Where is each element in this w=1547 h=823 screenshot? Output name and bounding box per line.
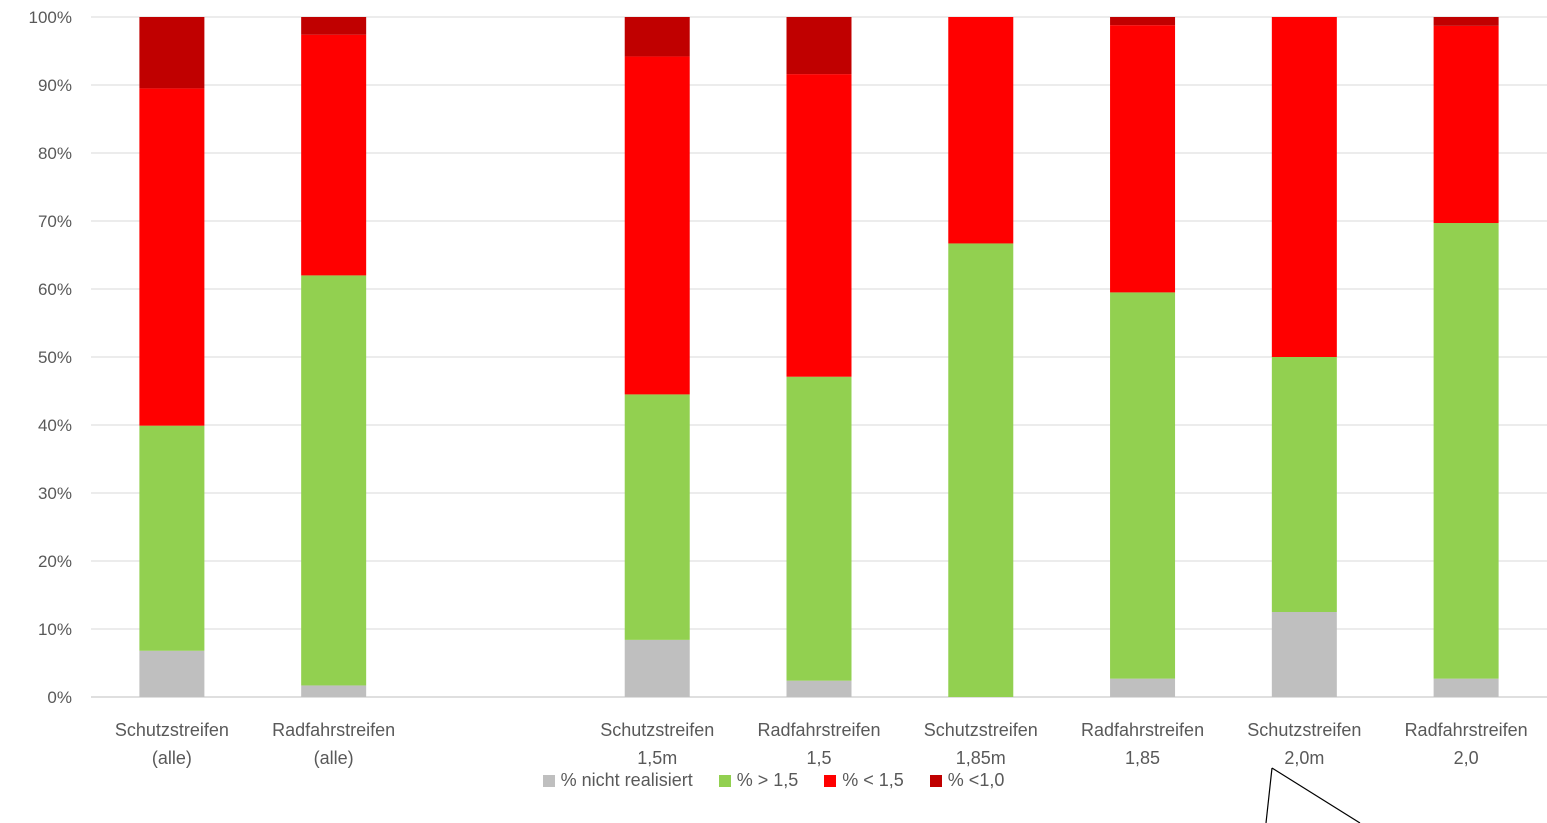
bar-segment [1110, 678, 1176, 697]
legend-label: % <1,0 [947, 770, 1005, 790]
x-tick-label: (alle) [152, 748, 192, 768]
x-tick-label: Schutzstreifen [924, 720, 1038, 740]
bar-segment [786, 74, 852, 377]
bar-segment [1110, 292, 1176, 679]
bar-segment [1271, 17, 1337, 357]
x-tick-label: Radfahrstreifen [272, 720, 395, 740]
bar-segment [301, 34, 367, 276]
bar-segment [301, 685, 367, 697]
legend-item: % <1,0 [929, 770, 1005, 791]
bar-segment [1110, 25, 1176, 293]
x-tick-label: 2,0m [1284, 748, 1324, 768]
x-tick-label: Schutzstreifen [115, 720, 229, 740]
legend-swatch [718, 774, 731, 787]
bar-segment [139, 17, 205, 89]
x-tick-label: Radfahrstreifen [1081, 720, 1204, 740]
x-tick-label: 1,5 [806, 748, 831, 768]
x-tick-label: Schutzstreifen [1247, 720, 1361, 740]
x-tick-label: Radfahrstreifen [1405, 720, 1528, 740]
y-tick-label: 10% [38, 620, 72, 639]
x-tick-label: Radfahrstreifen [757, 720, 880, 740]
y-tick-label: 50% [38, 348, 72, 367]
x-tick-label: 1,85 [1125, 748, 1160, 768]
bar-segment [1271, 357, 1337, 612]
y-axis: 0% 10% 20% 30% 40% 50% 60% 70% 80% 90% 100% [29, 8, 72, 707]
y-tick-label: 40% [38, 416, 72, 435]
legend-item: % > 1,5 [718, 770, 799, 791]
bar-segment [624, 17, 690, 57]
legend-swatch [929, 774, 942, 787]
y-tick-label: 60% [38, 280, 72, 299]
annotation-lines [1265, 767, 1361, 823]
bar-segment [139, 650, 205, 697]
x-tick-label: 2,0 [1454, 748, 1479, 768]
bar-segment [948, 243, 1014, 697]
y-tick-label: 100% [29, 8, 72, 27]
bar-segment [1271, 612, 1337, 697]
x-tick-label: Schutzstreifen [600, 720, 714, 740]
bar-segment [1433, 223, 1499, 679]
legend-item: % nicht realisiert [542, 770, 693, 791]
bar-segment [624, 394, 690, 640]
bar-segment [139, 88, 205, 426]
bar-segment [786, 17, 852, 75]
bar-segment [1433, 17, 1499, 26]
y-tick-label: 20% [38, 552, 72, 571]
bar-segment [624, 56, 690, 395]
bar-segment [301, 17, 367, 35]
legend-label: % > 1,5 [736, 770, 799, 790]
bar-segment [1433, 678, 1499, 697]
bar-segment [1433, 25, 1499, 224]
bar-segment [786, 376, 852, 681]
bar-segment [624, 639, 690, 697]
y-tick-label: 80% [38, 144, 72, 163]
legend-swatch [824, 774, 837, 787]
y-tick-label: 0% [47, 688, 72, 707]
bar-segment [301, 275, 367, 686]
legend: % nicht realisiert % > 1,5 % < 1,5 % <1,0 [0, 770, 1547, 791]
y-tick-label: 30% [38, 484, 72, 503]
bar-segment [786, 680, 852, 697]
bar-segment [1110, 17, 1176, 26]
x-tick-label: (alle) [314, 748, 354, 768]
legend-label: % nicht realisiert [560, 770, 693, 790]
legend-label: % < 1,5 [842, 770, 904, 790]
y-tick-label: 70% [38, 212, 72, 231]
bar-segment [139, 425, 205, 651]
bar-segment [948, 17, 1014, 244]
legend-item: % < 1,5 [824, 770, 904, 791]
y-tick-label: 90% [38, 76, 72, 95]
x-axis: Schutzstreifen (alle) Radfahrstreifen (alle… [115, 720, 1528, 768]
x-tick-label: 1,5m [637, 748, 677, 768]
x-tick-label: 1,85m [956, 748, 1006, 768]
legend-swatch [542, 774, 555, 787]
bars [139, 17, 1499, 697]
